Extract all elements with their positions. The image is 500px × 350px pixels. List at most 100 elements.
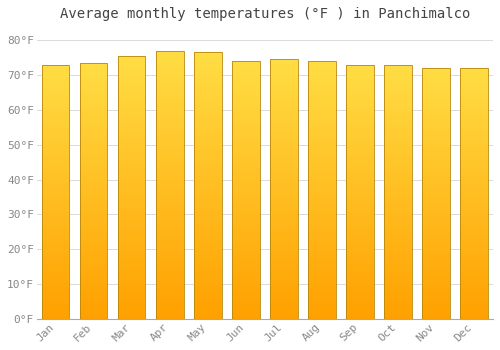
Bar: [270, 302, 297, 303]
Bar: [80, 78, 108, 79]
Bar: [384, 309, 411, 310]
Bar: [118, 138, 146, 139]
Bar: [118, 289, 146, 290]
Bar: [80, 179, 108, 181]
Bar: [194, 162, 222, 163]
Bar: [118, 261, 146, 262]
Bar: [308, 207, 336, 208]
Bar: [346, 220, 374, 221]
Bar: [384, 147, 411, 148]
Bar: [346, 221, 374, 222]
Bar: [156, 159, 184, 161]
Bar: [42, 172, 70, 173]
Bar: [308, 145, 336, 146]
Bar: [80, 303, 108, 305]
Bar: [422, 245, 450, 246]
Bar: [422, 73, 450, 74]
Bar: [384, 81, 411, 82]
Bar: [42, 68, 70, 70]
Bar: [118, 198, 146, 199]
Bar: [80, 317, 108, 319]
Bar: [156, 243, 184, 244]
Bar: [156, 175, 184, 177]
Bar: [80, 306, 108, 307]
Bar: [232, 309, 260, 310]
Bar: [232, 258, 260, 260]
Bar: [194, 231, 222, 232]
Bar: [460, 221, 487, 222]
Bar: [460, 185, 487, 186]
Bar: [42, 131, 70, 132]
Bar: [194, 119, 222, 120]
Bar: [42, 287, 70, 288]
Bar: [80, 283, 108, 284]
Bar: [80, 108, 108, 109]
Bar: [346, 301, 374, 302]
Bar: [194, 309, 222, 311]
Bar: [422, 279, 450, 280]
Bar: [42, 260, 70, 262]
Bar: [42, 253, 70, 254]
Bar: [308, 196, 336, 198]
Bar: [346, 281, 374, 282]
Bar: [194, 204, 222, 206]
Bar: [118, 302, 146, 303]
Bar: [384, 258, 411, 259]
Bar: [42, 174, 70, 175]
Bar: [156, 76, 184, 77]
Bar: [118, 256, 146, 257]
Bar: [422, 309, 450, 310]
Bar: [384, 94, 411, 95]
Bar: [42, 217, 70, 218]
Bar: [194, 288, 222, 289]
Bar: [346, 207, 374, 208]
Bar: [80, 147, 108, 149]
Bar: [42, 159, 70, 160]
Bar: [384, 188, 411, 189]
Bar: [156, 225, 184, 226]
Bar: [156, 166, 184, 167]
Bar: [118, 140, 146, 141]
Bar: [346, 306, 374, 307]
Bar: [422, 266, 450, 267]
Bar: [42, 291, 70, 292]
Bar: [308, 154, 336, 155]
Bar: [80, 73, 108, 75]
Bar: [232, 182, 260, 183]
Bar: [460, 245, 487, 246]
Bar: [270, 197, 297, 198]
Bar: [232, 163, 260, 164]
Bar: [118, 220, 146, 222]
Bar: [460, 195, 487, 196]
Bar: [384, 156, 411, 158]
Bar: [156, 102, 184, 103]
Bar: [232, 251, 260, 252]
Bar: [346, 239, 374, 240]
Bar: [232, 183, 260, 185]
Bar: [232, 168, 260, 169]
Bar: [384, 169, 411, 170]
Bar: [384, 299, 411, 300]
Bar: [308, 220, 336, 221]
Bar: [194, 278, 222, 279]
Bar: [384, 304, 411, 305]
Bar: [384, 272, 411, 273]
Bar: [422, 315, 450, 316]
Bar: [42, 128, 70, 130]
Bar: [118, 307, 146, 308]
Bar: [156, 177, 184, 178]
Bar: [80, 91, 108, 92]
Bar: [422, 157, 450, 158]
Bar: [194, 295, 222, 296]
Bar: [194, 54, 222, 55]
Bar: [460, 178, 487, 180]
Bar: [346, 127, 374, 128]
Bar: [118, 89, 146, 90]
Bar: [270, 218, 297, 219]
Bar: [118, 177, 146, 178]
Bar: [460, 239, 487, 240]
Bar: [194, 167, 222, 168]
Bar: [42, 178, 70, 179]
Bar: [460, 217, 487, 218]
Bar: [384, 123, 411, 124]
